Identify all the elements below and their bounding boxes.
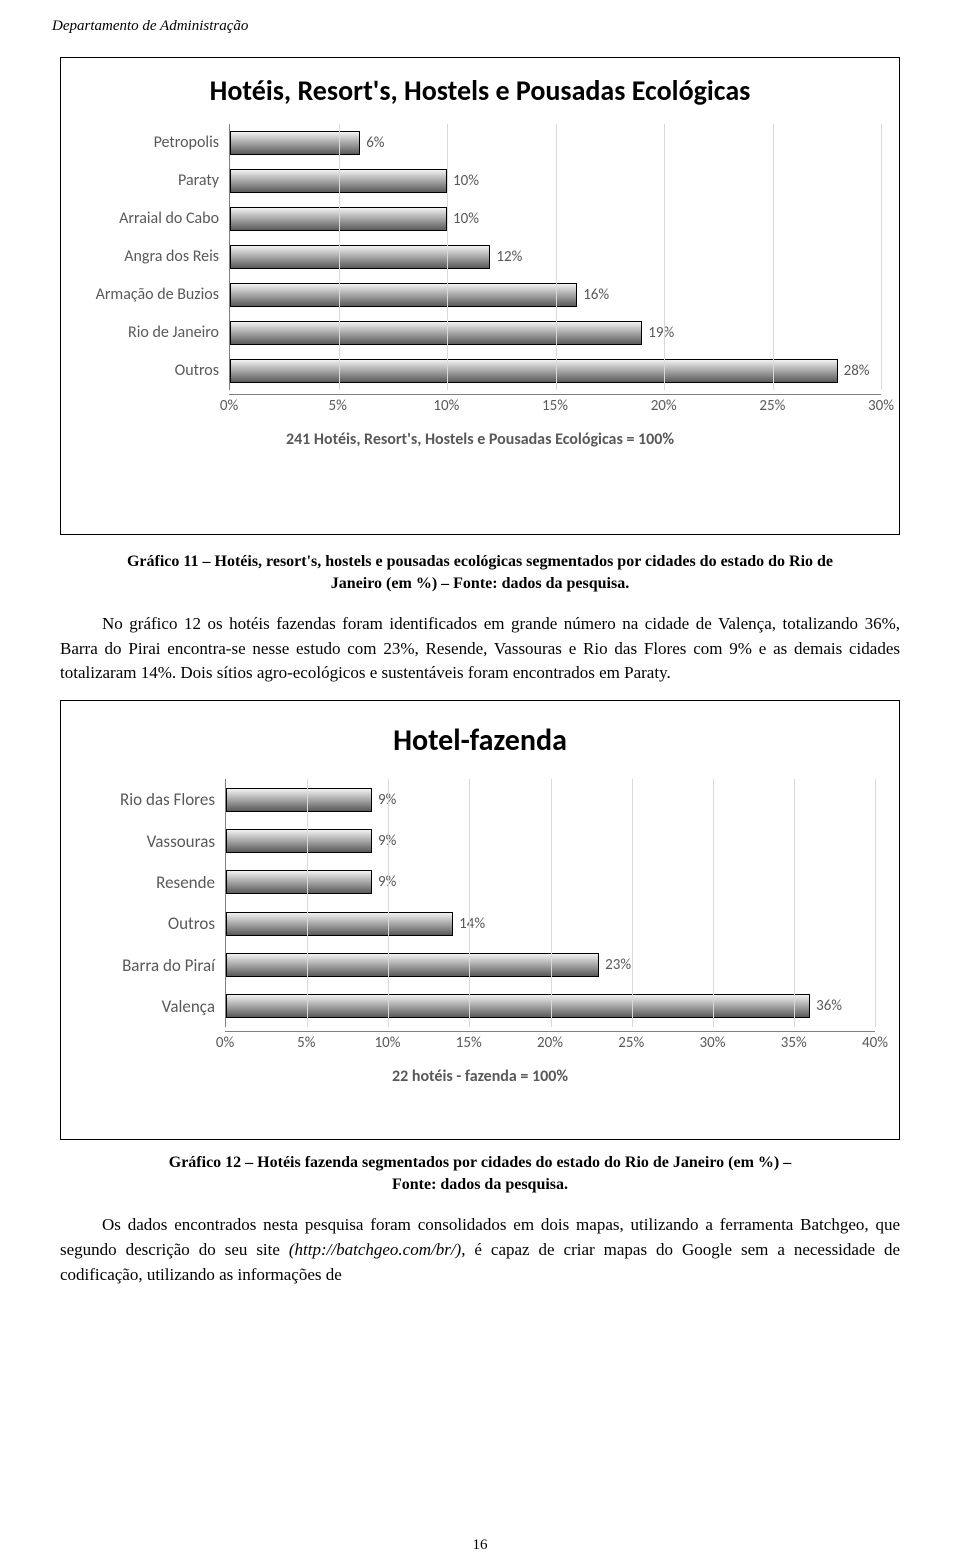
bar-value-label: 9% bbox=[378, 832, 396, 850]
category-label: Outros bbox=[85, 913, 225, 934]
chart1-categories: Petropolis Paraty Arraial do Cabo Angra dos… bbox=[79, 124, 229, 390]
category-label: Paraty bbox=[79, 171, 229, 190]
bar bbox=[226, 912, 453, 936]
paragraph-2: Os dados encontrados nesta pesquisa fora… bbox=[60, 1213, 900, 1287]
category-label: Armação de Buzios bbox=[79, 285, 229, 304]
caption-grafico-11: Gráfico 11 – Hotéis, resort's, hostels e… bbox=[60, 551, 900, 594]
xaxis-tick: 30% bbox=[868, 397, 894, 415]
bar-value-label: 12% bbox=[496, 248, 522, 266]
bar bbox=[230, 245, 490, 269]
bar-value-label: 14% bbox=[459, 915, 485, 933]
bar-value-label: 16% bbox=[583, 286, 609, 304]
chart1-footer: 241 Hotéis, Resort's, Hostels e Pousadas… bbox=[61, 416, 899, 467]
xaxis-tick: 30% bbox=[700, 1034, 726, 1052]
bar-value-label: 19% bbox=[648, 324, 674, 342]
chart2-footer: 22 hotéis - fazenda = 100% bbox=[61, 1053, 899, 1104]
category-label: Barra do Piraí bbox=[85, 955, 225, 976]
bar bbox=[230, 131, 360, 155]
xaxis-tick: 15% bbox=[542, 397, 568, 415]
category-label: Rio das Flores bbox=[85, 789, 225, 810]
bar-value-label: 10% bbox=[453, 210, 479, 228]
bar bbox=[230, 321, 642, 345]
bar bbox=[226, 994, 810, 1018]
xaxis-tick: 35% bbox=[781, 1034, 807, 1052]
bar bbox=[230, 283, 577, 307]
bar-value-label: 9% bbox=[378, 873, 396, 891]
bar bbox=[230, 359, 838, 383]
bar-value-label: 28% bbox=[844, 362, 870, 380]
category-label: Rio de Janeiro bbox=[79, 323, 229, 342]
xaxis-tick: 15% bbox=[456, 1034, 482, 1052]
chart1-xaxis: 0%5%10%15%20%25%30% bbox=[229, 394, 881, 416]
category-label: Arraial do Cabo bbox=[79, 209, 229, 228]
category-label: Outros bbox=[79, 361, 229, 380]
chart-hoteis-resorts: Hotéis, Resort's, Hostels e Pousadas Eco… bbox=[60, 57, 900, 535]
chart1-title: Hotéis, Resort's, Hostels e Pousadas Eco… bbox=[61, 58, 899, 118]
paragraph-1: No gráfico 12 os hotéis fazendas foram i… bbox=[60, 612, 900, 686]
category-label: Angra dos Reis bbox=[79, 247, 229, 266]
xaxis-tick: 5% bbox=[328, 397, 346, 415]
xaxis-tick: 10% bbox=[433, 397, 459, 415]
category-label: Petropolis bbox=[79, 133, 229, 152]
xaxis-tick: 20% bbox=[537, 1034, 563, 1052]
caption-grafico-12: Gráfico 12 – Hotéis fazenda segmentados … bbox=[60, 1152, 900, 1195]
chart1-plot: 6% 10% 10% 12% 16% 19% 28% bbox=[229, 124, 881, 390]
chart-hotel-fazenda: Hotel-fazenda Rio das Flores Vassouras Res… bbox=[60, 700, 900, 1140]
xaxis-tick: 0% bbox=[220, 397, 238, 415]
bar-value-label: 23% bbox=[605, 956, 631, 974]
page-number: 16 bbox=[0, 1537, 960, 1554]
xaxis-tick: 10% bbox=[375, 1034, 401, 1052]
chart2-categories: Rio das Flores Vassouras Resende Outros Barr… bbox=[85, 779, 225, 1027]
header-dept: Departamento de Administração bbox=[52, 18, 900, 35]
xaxis-tick: 0% bbox=[216, 1034, 234, 1052]
bar-value-label: 10% bbox=[453, 172, 479, 190]
bar-value-label: 6% bbox=[366, 134, 384, 152]
bar bbox=[226, 829, 372, 853]
xaxis-tick: 25% bbox=[759, 397, 785, 415]
bar-value-label: 9% bbox=[378, 791, 396, 809]
bar-value-label: 36% bbox=[816, 997, 842, 1015]
bar bbox=[226, 788, 372, 812]
chart2-plot: 9% 9% 9% 14% 23% 36% bbox=[225, 779, 875, 1027]
xaxis-tick: 25% bbox=[618, 1034, 644, 1052]
chart2-title: Hotel-fazenda bbox=[61, 701, 899, 769]
xaxis-tick: 5% bbox=[297, 1034, 315, 1052]
xaxis-tick: 20% bbox=[651, 397, 677, 415]
category-label: Vassouras bbox=[85, 831, 225, 852]
xaxis-tick: 40% bbox=[862, 1034, 888, 1052]
bar bbox=[226, 953, 599, 977]
chart2-xaxis: 0%5%10%15%20%25%30%35%40% bbox=[225, 1031, 875, 1053]
category-label: Valença bbox=[85, 996, 225, 1017]
bar bbox=[226, 870, 372, 894]
category-label: Resende bbox=[85, 872, 225, 893]
